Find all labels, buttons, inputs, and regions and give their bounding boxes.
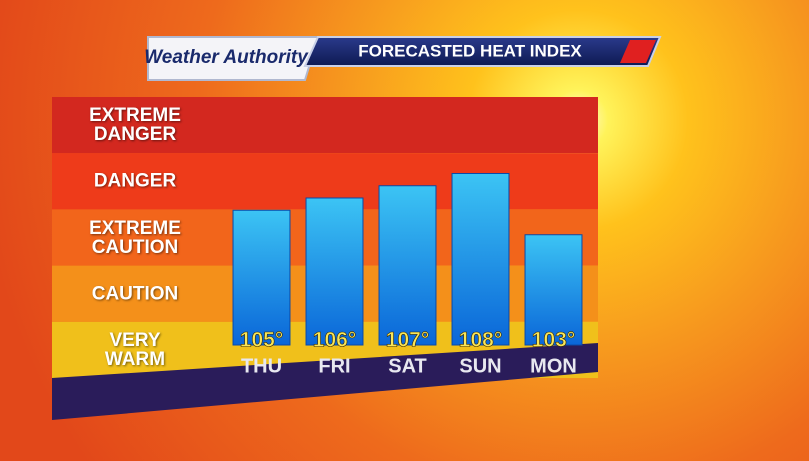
heat-band (52, 97, 598, 154)
band-label: CAUTION (91, 283, 179, 305)
bar (305, 197, 364, 346)
bar (378, 185, 437, 346)
value-label: 108° (459, 329, 502, 352)
value-label: 106° (313, 329, 356, 352)
logo: Weather Authority (144, 47, 309, 68)
x-tick-label: MON (530, 355, 577, 377)
x-tick-label: SAT (388, 355, 427, 377)
x-tick-label: FRI (318, 355, 350, 377)
x-tick-label: THU (241, 355, 282, 377)
title-box (303, 36, 662, 67)
band-label: DANGER (93, 170, 177, 192)
title-accent (620, 40, 656, 63)
value-label: 105° (240, 329, 283, 352)
floor (52, 343, 598, 420)
header: Weather Authority FORECASTED HEAT INDEX (144, 36, 662, 81)
bar (451, 173, 510, 346)
x-tick-label: SUN (459, 355, 501, 377)
value-label: 103° (532, 329, 575, 352)
band-label: VERY WARM (104, 329, 166, 370)
band-label: EXTREME CAUTION (89, 217, 181, 258)
logo-box (147, 36, 320, 81)
bar (232, 209, 291, 346)
value-label: 107° (386, 329, 429, 352)
bar (524, 234, 583, 346)
chart-title: FORECASTED HEAT INDEX (358, 41, 582, 60)
band-label: EXTREME DANGER (89, 105, 181, 146)
